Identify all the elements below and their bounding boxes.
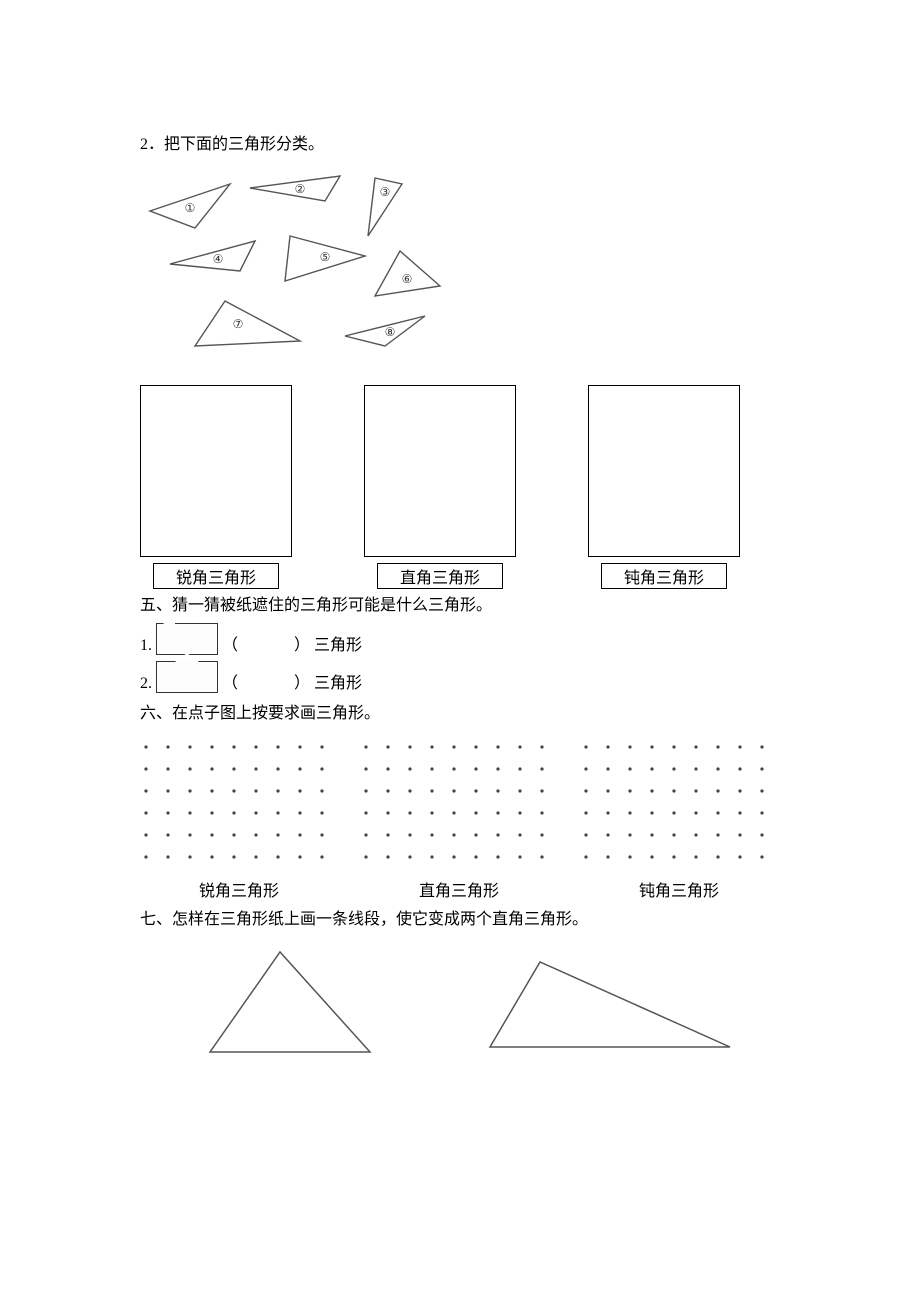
triangle-id-label: ⑦ xyxy=(233,317,244,331)
triangle-id-label: ① xyxy=(185,201,196,215)
q5-index-2: 2. xyxy=(140,675,152,693)
q5-item-1: 1. （ ） 三角形 xyxy=(140,623,780,655)
q2-triangles-figure: ① ② ③ ④ ⑤ ⑥ ⑦ ⑧ xyxy=(140,166,780,371)
triangle-id-label: ③ xyxy=(380,185,391,199)
blank-1[interactable] xyxy=(242,631,290,655)
answer-box-right[interactable] xyxy=(364,385,516,557)
q7-triangle[interactable] xyxy=(180,937,390,1062)
answer-box-acute[interactable] xyxy=(140,385,292,557)
q7-triangles-row xyxy=(140,937,780,1062)
peek-icon xyxy=(163,615,175,624)
answer-labels-row: 锐角三角形 直角三角形 钝角三角形 xyxy=(140,563,780,589)
label-acute: 锐角三角形 xyxy=(140,563,292,589)
triangle-id-label: ④ xyxy=(213,252,224,266)
triangle-shape xyxy=(195,301,300,346)
triangle-id-label: ⑥ xyxy=(402,272,413,286)
answer-boxes-row xyxy=(140,385,780,557)
paren-open: （ xyxy=(222,631,238,655)
suffix-1: 三角形 xyxy=(314,631,362,655)
covered-triangle-1 xyxy=(156,623,218,655)
dot-label-acute: 锐角三角形 xyxy=(140,877,338,901)
label-right: 直角三角形 xyxy=(364,563,516,589)
blank-2[interactable] xyxy=(242,669,290,693)
q5-index-1: 1. xyxy=(140,637,152,655)
dot-grid[interactable] xyxy=(140,741,338,871)
dot-grid[interactable] xyxy=(580,741,778,871)
dot-grid[interactable] xyxy=(360,741,558,871)
dot-label-obtuse: 钝角三角形 xyxy=(580,877,778,901)
label-obtuse: 钝角三角形 xyxy=(588,563,740,589)
q2-title: 2．把下面的三角形分类。 xyxy=(140,130,780,154)
paren-close: ） xyxy=(294,669,310,693)
q6-title: 六、在点子图上按要求画三角形。 xyxy=(140,699,780,723)
q5-title: 五、猜一猜被纸遮住的三角形可能是什么三角形。 xyxy=(140,591,780,615)
triangle-id-label: ⑧ xyxy=(385,325,396,339)
answer-box-obtuse[interactable] xyxy=(588,385,740,557)
paren-open: （ xyxy=(222,669,238,693)
dot-grids-row xyxy=(140,741,780,871)
triangle-id-label: ② xyxy=(295,182,306,196)
triangle-id-label: ⑤ xyxy=(320,250,331,264)
dot-labels-row: 锐角三角形 直角三角形 钝角三角形 xyxy=(140,877,780,901)
q5-item-2: 2. （ ） 三角形 xyxy=(140,661,780,693)
q7-title: 七、怎样在三角形纸上画一条线段，使它变成两个直角三角形。 xyxy=(140,905,780,929)
q7-triangle[interactable] xyxy=(480,937,740,1057)
covered-triangle-2 xyxy=(156,661,218,693)
dot-label-right: 直角三角形 xyxy=(360,877,558,901)
suffix-2: 三角形 xyxy=(314,669,362,693)
paren-close: ） xyxy=(294,631,310,655)
peek-icon xyxy=(175,653,199,662)
